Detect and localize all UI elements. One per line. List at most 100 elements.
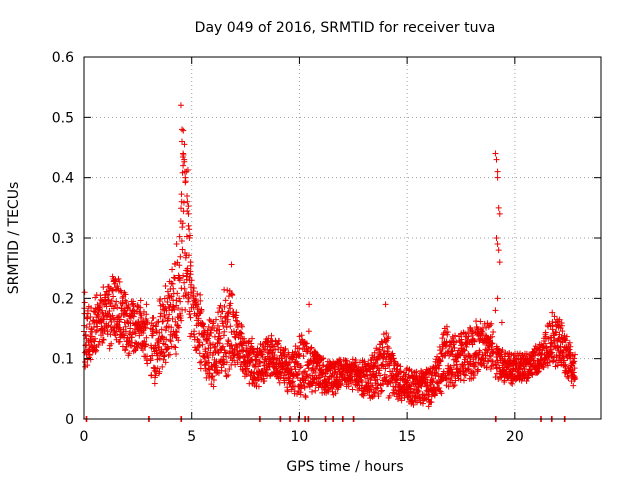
data-point	[186, 235, 193, 241]
data-point	[548, 346, 555, 353]
data-point	[296, 352, 303, 359]
data-point	[166, 311, 173, 318]
data-point	[222, 368, 229, 375]
data-point	[294, 391, 301, 398]
data-point	[452, 332, 459, 339]
data-point	[150, 330, 157, 337]
data-point	[194, 290, 201, 297]
data-point	[166, 351, 173, 358]
data-point	[391, 358, 398, 365]
data-point	[185, 203, 192, 210]
data-point	[523, 377, 530, 384]
data-point	[282, 345, 289, 352]
data-point	[96, 338, 103, 345]
data-point	[177, 298, 184, 305]
data-point	[116, 338, 123, 345]
data-point	[278, 370, 285, 377]
data-point	[176, 295, 183, 302]
data-point	[162, 359, 169, 366]
data-point	[469, 368, 476, 375]
data-point	[249, 335, 256, 342]
data-point	[461, 347, 468, 354]
data-point	[225, 372, 232, 379]
data-point	[226, 365, 233, 372]
data-point	[239, 342, 246, 349]
data-point	[95, 342, 102, 349]
data-point	[496, 210, 503, 217]
data-point	[186, 311, 193, 318]
data-point	[297, 391, 304, 398]
data-point	[195, 301, 202, 308]
data-point	[134, 344, 141, 351]
data-point	[272, 346, 279, 353]
data-point	[365, 380, 372, 387]
data-point	[132, 339, 139, 346]
data-point	[99, 336, 106, 343]
data-point	[219, 320, 226, 327]
data-point	[497, 374, 504, 381]
data-point	[351, 359, 358, 366]
data-point	[543, 344, 550, 351]
data-point	[451, 382, 458, 389]
data-point	[187, 259, 194, 266]
data-point	[308, 388, 315, 395]
data-point	[306, 301, 313, 308]
data-point	[221, 286, 228, 293]
data-point	[180, 150, 187, 157]
data-point	[379, 344, 386, 351]
data-point	[219, 308, 226, 315]
data-point	[388, 351, 395, 358]
data-point	[286, 359, 293, 366]
data-point	[178, 317, 185, 324]
data-point	[173, 351, 180, 358]
data-point	[571, 351, 578, 358]
data-point	[165, 345, 172, 352]
data-point	[150, 314, 157, 321]
data-point	[440, 368, 447, 375]
data-point	[277, 374, 284, 381]
data-point	[354, 378, 361, 385]
data-point	[489, 348, 496, 355]
data-point	[450, 383, 457, 390]
data-point	[174, 290, 181, 297]
y-tick-label: 0.5	[52, 110, 74, 126]
data-point	[382, 339, 389, 346]
data-point	[179, 224, 186, 231]
data-point	[90, 324, 97, 331]
data-point	[185, 252, 192, 259]
data-point	[221, 303, 228, 310]
data-point	[151, 380, 158, 387]
data-point	[309, 364, 316, 371]
data-point	[435, 365, 442, 372]
data-point	[559, 328, 566, 335]
data-point	[169, 315, 176, 322]
data-point	[199, 320, 206, 327]
data-point	[233, 309, 240, 316]
data-point	[554, 362, 561, 369]
data-point	[205, 359, 212, 366]
data-point	[227, 323, 234, 330]
data-point	[170, 303, 177, 310]
data-point	[382, 365, 389, 372]
data-point	[92, 335, 99, 342]
data-point	[501, 377, 508, 384]
data-point	[273, 356, 280, 363]
data-point	[274, 341, 281, 348]
data-point	[159, 363, 166, 370]
data-point	[373, 385, 380, 392]
data-point	[447, 374, 454, 381]
data-point	[100, 316, 107, 323]
data-point	[229, 292, 236, 299]
data-point	[486, 353, 493, 360]
data-point	[180, 162, 187, 169]
data-point	[187, 314, 194, 321]
data-point	[437, 347, 444, 354]
data-point	[84, 362, 91, 369]
data-point	[482, 332, 489, 339]
data-point	[213, 364, 220, 371]
data-point	[349, 376, 356, 383]
data-point	[164, 345, 171, 352]
data-point	[459, 341, 466, 348]
data-point	[461, 371, 468, 378]
data-point	[211, 324, 218, 331]
